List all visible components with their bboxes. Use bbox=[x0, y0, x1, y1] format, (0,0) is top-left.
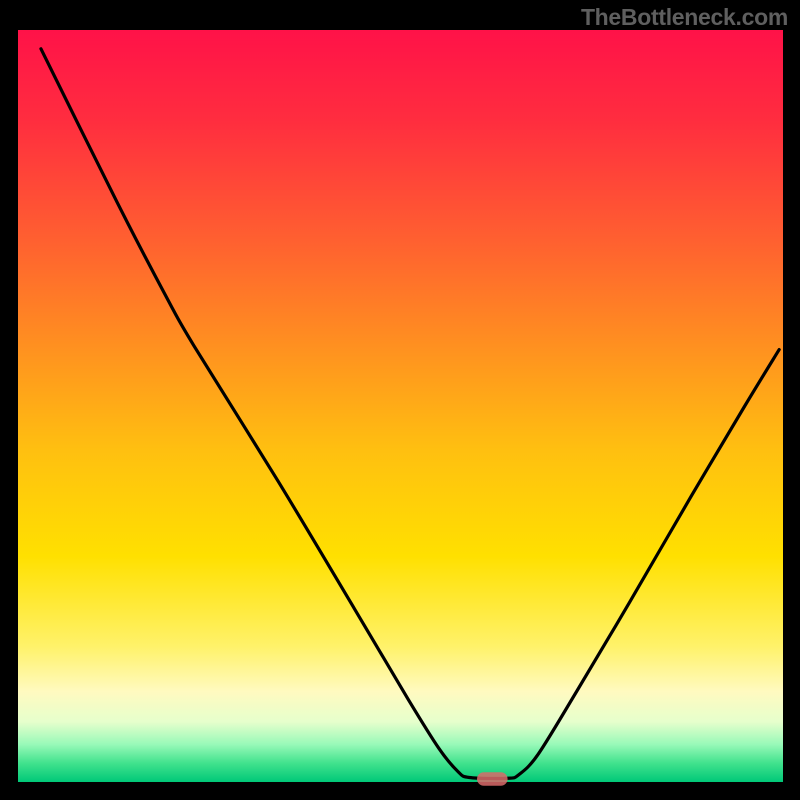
chart-gradient-background bbox=[18, 30, 783, 782]
bottleneck-chart: TheBottleneck.com bbox=[0, 0, 800, 800]
watermark-text: TheBottleneck.com bbox=[581, 4, 788, 31]
optimal-marker bbox=[477, 772, 508, 786]
chart-svg bbox=[0, 0, 800, 800]
